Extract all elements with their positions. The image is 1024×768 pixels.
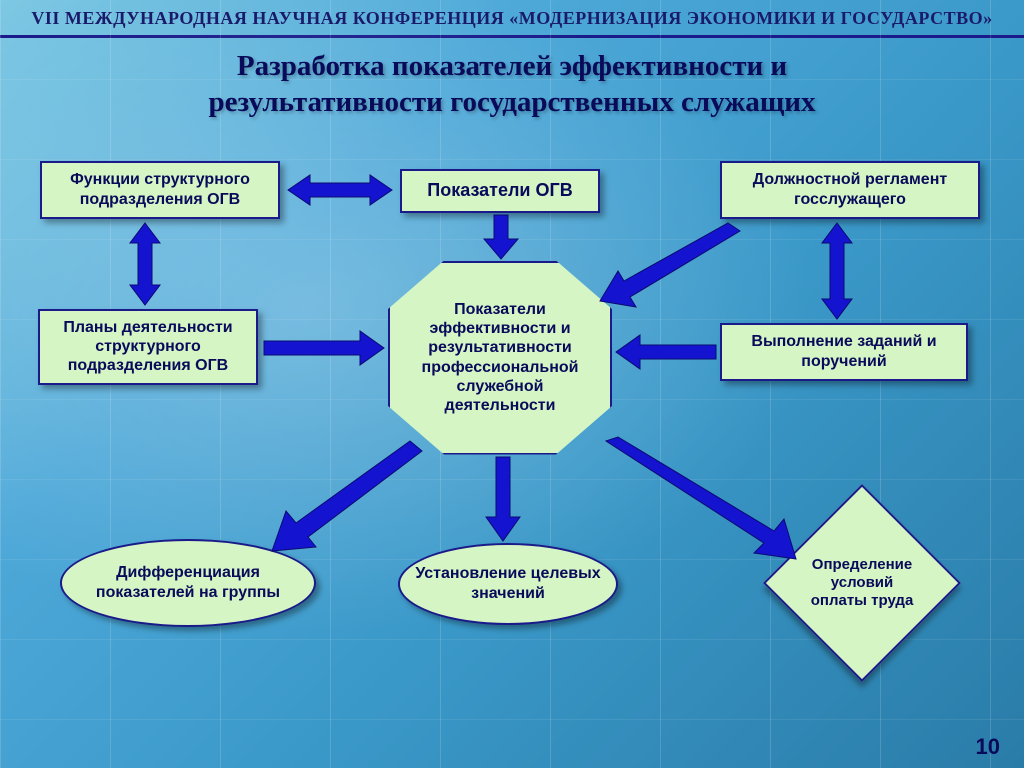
node-plans: Планы деятельности структурного подразде… xyxy=(38,309,258,385)
page-number: 10 xyxy=(976,734,1000,760)
arrow-n1-n4 xyxy=(128,223,162,305)
node-central-octagon: Показатели эффективности и результативно… xyxy=(388,261,612,455)
arrow-n5-n7 xyxy=(272,441,422,551)
arrow-n4-n5 xyxy=(264,331,384,365)
diagram-canvas: Функции структурного подразделения ОГВ П… xyxy=(0,131,1024,731)
node-regulations: Должностной регламент госслужащего xyxy=(720,161,980,219)
node-targets: Установление целевых значений xyxy=(398,543,618,625)
slide-title: Разработка показателей эффективности и р… xyxy=(0,48,1024,131)
arrow-n3-n6 xyxy=(820,223,854,319)
arrow-n5-n9 xyxy=(606,437,796,557)
arrow-n3-n5 xyxy=(600,223,740,303)
title-line-2: результативности государственных служащи… xyxy=(209,86,816,118)
node-indicators-ogv: Показатели ОГВ xyxy=(400,169,600,213)
node-functions: Функции структурного подразделения ОГВ xyxy=(40,161,280,219)
title-line-1: Разработка показателей эффективности и xyxy=(237,50,787,82)
node-differentiation: Дифференциация показателей на группы xyxy=(60,539,316,627)
arrow-n6-n5 xyxy=(616,335,716,369)
node-tasks: Выполнение заданий и поручений xyxy=(720,323,968,381)
arrow-n1-n2 xyxy=(288,173,392,207)
arrow-n5-n8 xyxy=(486,457,520,541)
conference-header: VII МЕЖДУНАРОДНАЯ НАУЧНАЯ КОНФЕРЕНЦИЯ «М… xyxy=(0,0,1024,33)
arrow-n2-n5 xyxy=(484,215,518,259)
